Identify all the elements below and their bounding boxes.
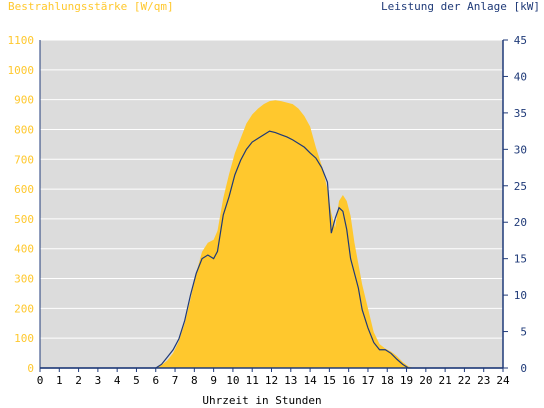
x-tick-label: 18 (381, 374, 394, 387)
left-axis-ticks: 0 100 200 300 400 500 600 700 800 900 1000 1100 (8, 34, 35, 375)
x-tick-label: 13 (284, 374, 297, 387)
left-tick-label: 900 (14, 94, 34, 107)
x-tick-label: 8 (191, 374, 198, 387)
x-tick-label: 1 (56, 374, 63, 387)
x-tick-label: 20 (419, 374, 432, 387)
left-tick-label: 1000 (8, 64, 35, 77)
x-axis-title: Uhrzeit in Stunden (202, 394, 321, 407)
right-axis-title: Leistung der Anlage [kW] (381, 0, 540, 13)
right-tick-label: 40 (514, 70, 527, 83)
x-tick-label: 2 (75, 374, 82, 387)
right-tick-label: 30 (514, 143, 527, 156)
x-tick-label: 12 (265, 374, 278, 387)
left-tick-label: 100 (14, 332, 34, 345)
x-tick-label: 22 (458, 374, 471, 387)
x-tick-label: 23 (477, 374, 490, 387)
left-tick-label: 500 (14, 213, 34, 226)
right-tick-label: 45 (514, 34, 527, 47)
x-tick-label: 19 (400, 374, 413, 387)
right-tick-label: 20 (514, 216, 527, 229)
x-tick-label: 21 (439, 374, 452, 387)
x-tick-label: 5 (133, 374, 140, 387)
x-tick-label: 10 (226, 374, 239, 387)
left-tick-label: 400 (14, 243, 34, 256)
left-tick-label: 800 (14, 123, 34, 136)
right-tick-label: 25 (514, 180, 527, 193)
left-tick-label: 1100 (8, 34, 35, 47)
right-tick-label: 15 (514, 253, 527, 266)
left-tick-label: 600 (14, 183, 34, 196)
x-tick-label: 15 (323, 374, 336, 387)
right-tick-label: 5 (520, 326, 527, 339)
x-tick-label: 9 (210, 374, 217, 387)
x-tick-label: 16 (342, 374, 355, 387)
irradiance-area-series (40, 100, 503, 368)
x-axis-ticks: 0 1 2 3 4 5 6 7 8 9 10 11 12 13 14 15 16 17 18 19 20 21 22 23 24 (37, 368, 510, 387)
x-tick-label: 11 (246, 374, 259, 387)
left-tick-label: 0 (27, 362, 34, 375)
left-tick-label: 700 (14, 153, 34, 166)
left-axis-title: Bestrahlungsstärke [W/qm] (8, 0, 174, 13)
x-tick-label: 24 (496, 374, 510, 387)
right-tick-label: 35 (514, 107, 527, 120)
x-tick-label: 3 (95, 374, 102, 387)
x-tick-label: 0 (37, 374, 44, 387)
left-tick-label: 200 (14, 302, 34, 315)
x-tick-label: 17 (361, 374, 374, 387)
x-tick-label: 4 (114, 374, 121, 387)
right-axis-ticks: 0 5 10 15 20 25 30 35 40 45 (503, 34, 527, 375)
power-line-series (40, 130, 503, 369)
x-tick-label: 7 (172, 374, 179, 387)
x-tick-label: 6 (152, 374, 159, 387)
left-tick-label: 300 (14, 273, 34, 286)
right-tick-label: 0 (520, 362, 527, 375)
right-tick-label: 10 (514, 289, 527, 302)
x-tick-label: 14 (303, 374, 317, 387)
